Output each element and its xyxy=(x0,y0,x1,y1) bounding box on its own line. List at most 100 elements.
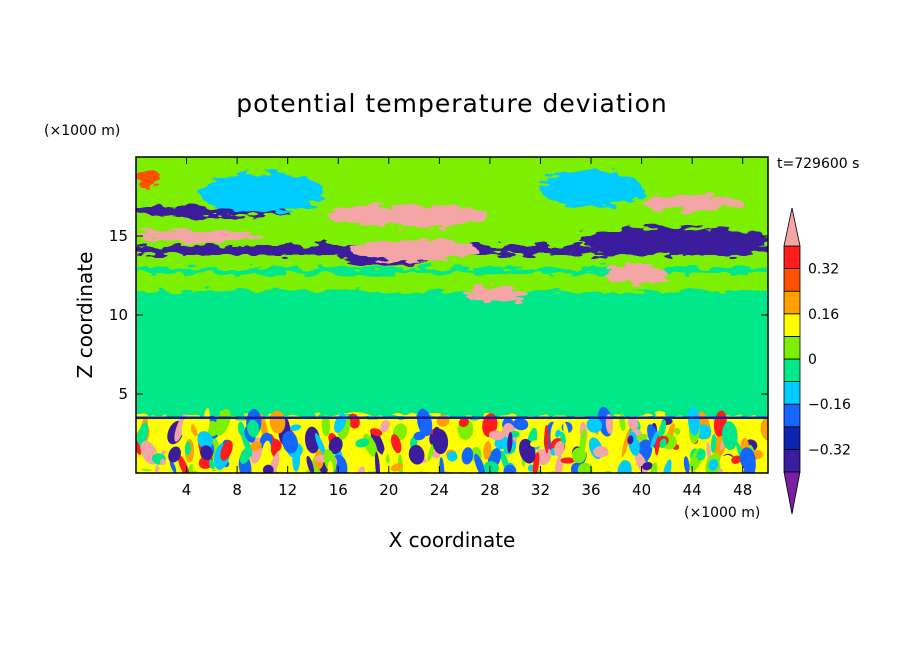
x-tick-label: 48 xyxy=(733,481,752,499)
colorbar-extend-max xyxy=(783,207,801,247)
turbulence-cell xyxy=(247,419,260,438)
turbulence-cell xyxy=(488,430,505,441)
x-axis: 4 8 12 16 20 24 28 32 36 40 44 48 xyxy=(182,157,752,499)
turbulence-cell xyxy=(241,431,253,457)
contour-region xyxy=(199,172,326,213)
turbulence-cell xyxy=(209,459,215,470)
turbulence-cell xyxy=(571,447,587,464)
turbulence-cell xyxy=(593,446,609,458)
colorbar-segment xyxy=(783,448,801,473)
colorbar-segment xyxy=(783,426,801,450)
turbulence-cell xyxy=(321,414,331,437)
turbulence-cell xyxy=(427,442,435,462)
turbulence-cell xyxy=(627,435,634,445)
colorbar-label: −0.16 xyxy=(808,397,851,413)
y-tick-label: 5 xyxy=(118,385,128,403)
plot-area xyxy=(136,157,768,473)
x-tick-label: 12 xyxy=(278,481,297,499)
turbulence-cell xyxy=(658,419,667,439)
turbulence-cell xyxy=(610,457,619,473)
turbulence-cell xyxy=(356,466,365,473)
turbulence-cell xyxy=(719,455,735,469)
contour-region xyxy=(350,239,478,262)
colorbar-segment xyxy=(783,358,801,383)
turbulence-cell xyxy=(739,447,756,471)
turbulence-cell xyxy=(391,434,402,454)
turbulence-cell xyxy=(289,424,302,431)
colorbar: 0.32 0.16 0 −0.16 −0.32 xyxy=(783,207,851,515)
turbulence-cell xyxy=(181,414,192,440)
x-unit-label: (×1000 m) xyxy=(684,505,760,521)
colorbar-extend-min xyxy=(783,471,801,515)
turbulence-cell xyxy=(197,431,213,449)
y-tick-label: 10 xyxy=(109,306,128,324)
turbulence-cell xyxy=(190,424,198,437)
turbulence-cell xyxy=(659,438,667,449)
turbulence-cell xyxy=(439,457,445,473)
x-tick-label: 32 xyxy=(531,481,550,499)
turbulence-cell xyxy=(432,429,449,455)
colorbar-segment xyxy=(783,268,801,292)
turbulence-cell xyxy=(379,442,391,466)
chart-title: potential temperature deviation xyxy=(236,89,667,118)
contour-region xyxy=(578,226,768,252)
turbulence-cell xyxy=(721,421,738,450)
turbulence-cell xyxy=(577,462,593,473)
y-axis: 5 10 15 xyxy=(109,227,768,403)
turbulence-cell xyxy=(731,455,742,464)
turbulence-cell xyxy=(710,434,717,453)
turbulence-cell xyxy=(474,453,486,473)
x-tick-label: 28 xyxy=(480,481,499,499)
colorbar-segment xyxy=(783,313,801,337)
turbulence-cell xyxy=(586,417,603,433)
turbulence-cell xyxy=(315,433,327,458)
turbulence-cell xyxy=(429,433,435,445)
turbulence-cell xyxy=(214,408,231,436)
turbulence-cell xyxy=(507,431,513,453)
turbulence-cell xyxy=(642,462,653,471)
turbulence-cell xyxy=(513,418,529,431)
y-axis-label: Z coordinate xyxy=(73,252,97,379)
y-unit-label: (×1000 m) xyxy=(44,123,120,139)
turbulence-cell xyxy=(220,440,233,461)
x-tick-label: 36 xyxy=(581,481,600,499)
contour-region xyxy=(136,291,768,417)
turbulence-cell xyxy=(250,441,262,451)
contour-region xyxy=(464,286,528,303)
turbulence-cell xyxy=(708,459,719,471)
turbulence-cell xyxy=(169,460,177,473)
colorbar-segment xyxy=(783,403,801,428)
colorbar-segment xyxy=(783,290,801,315)
turbulence-cell xyxy=(563,422,570,446)
turbulence-cell xyxy=(446,451,458,462)
x-tick-label: 4 xyxy=(182,481,192,499)
turbulence-cell xyxy=(674,427,681,435)
turbulence-cell xyxy=(627,417,639,430)
time-label: t=729600 s xyxy=(777,156,859,172)
turbulence-cell xyxy=(369,428,383,437)
turbulence-cell xyxy=(327,460,334,473)
x-axis-label: X coordinate xyxy=(389,528,516,552)
turbulence-cell xyxy=(413,431,426,441)
turbulence-cell xyxy=(503,464,517,473)
x-tick-label: 20 xyxy=(379,481,398,499)
turbulence-cell xyxy=(555,429,561,438)
turbulence-cell xyxy=(650,462,658,473)
turbulence-cell xyxy=(159,458,166,466)
colorbar-segment xyxy=(783,335,801,360)
turbulence-cell xyxy=(560,457,576,464)
turbulence-cell xyxy=(605,414,614,434)
contour-region xyxy=(136,267,768,274)
turbulence-cell xyxy=(184,441,191,456)
turbulence-cell xyxy=(416,408,433,437)
turbulence-cell xyxy=(390,463,404,472)
turbulence-cell xyxy=(483,441,492,460)
turbulence-cell xyxy=(355,438,370,448)
turbulence-cell xyxy=(688,406,700,436)
turbulence-cell xyxy=(560,431,566,444)
colorbar-label: 0 xyxy=(808,352,817,368)
turbulence-cell xyxy=(261,440,271,463)
contour-region xyxy=(540,169,642,208)
contour-region xyxy=(641,194,743,211)
contour-region xyxy=(136,229,263,243)
